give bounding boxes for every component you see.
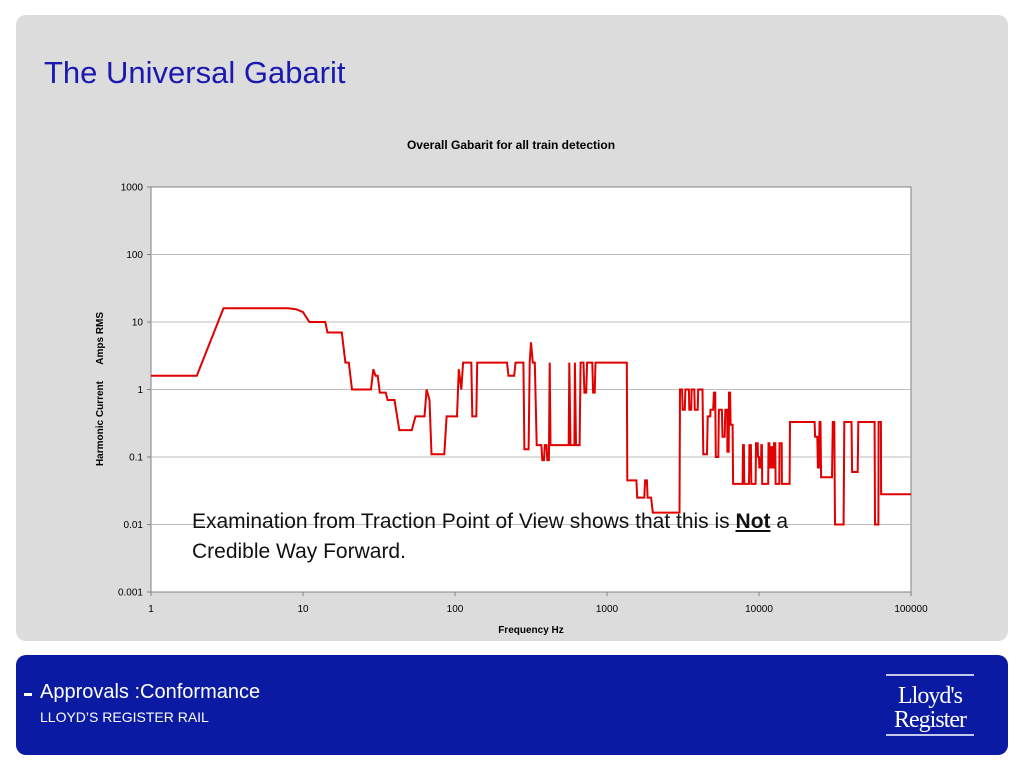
- y-tick-label: 100: [126, 250, 143, 261]
- annotation-emphasis: Not: [735, 510, 771, 533]
- footer-dash: [24, 693, 32, 696]
- y-axis-ticks: 0.001 0.01 0.1 1 10 100 1000: [118, 183, 151, 599]
- y-tick-label: 1: [137, 385, 143, 396]
- gridlines: [151, 254, 911, 525]
- chart-title: Overall Gabarit for all train detection: [407, 138, 615, 152]
- x-tick-label: 100000: [894, 604, 928, 615]
- x-axis-label: Frequency Hz: [498, 625, 564, 636]
- footer-bar: Approvals :Conformance LLOYD’S REGISTER …: [16, 655, 1008, 755]
- footer-title: Approvals :Conformance: [40, 681, 261, 703]
- lloyds-register-logo: Lloyd's Register: [886, 674, 974, 736]
- y-axis-label: Harmonic Current Amps RMS: [95, 312, 106, 466]
- x-tick-label: 10: [297, 604, 309, 615]
- y-tick-label: 10: [132, 318, 144, 329]
- x-axis-ticks: 1 10 100 1000 10000 100000: [148, 592, 928, 615]
- annotation-lead: Examination from Traction Point of View …: [192, 510, 736, 533]
- y-tick-label: 1000: [121, 183, 144, 194]
- x-tick-label: 1000: [596, 604, 619, 615]
- series-line-gabarit: [151, 307, 911, 526]
- y-tick-label: 0.01: [124, 520, 144, 531]
- x-tick-label: 10000: [745, 604, 773, 615]
- y-tick-label: 0.001: [118, 588, 143, 599]
- logo-line-2: Register: [894, 707, 967, 733]
- footer-subtitle: LLOYD’S REGISTER RAIL: [40, 709, 209, 725]
- logo-line-1: Lloyd's: [898, 683, 963, 709]
- annotation-text: Examination from Traction Point of View …: [192, 507, 832, 567]
- slide-title: The Universal Gabarit: [44, 55, 346, 90]
- harmonic-current-chart: Overall Gabarit for all train detection …: [95, 138, 928, 636]
- y-tick-label: 0.1: [129, 453, 143, 464]
- x-tick-label: 1: [148, 604, 154, 615]
- x-tick-label: 100: [447, 604, 464, 615]
- annotation-tail: a Credible Way Forward.: [192, 510, 789, 563]
